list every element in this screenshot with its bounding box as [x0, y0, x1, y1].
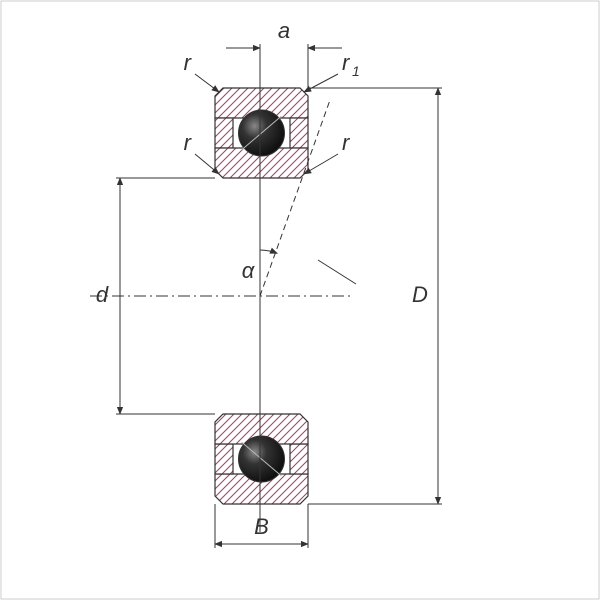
label-r: r — [342, 130, 351, 155]
label-a: a — [278, 18, 290, 43]
alpha-arc — [260, 250, 277, 253]
label-alpha: α — [242, 258, 256, 283]
bearing-diagram: αaBdDrrr1r — [0, 0, 600, 600]
svg-text:1: 1 — [352, 63, 360, 79]
label-r: r — [184, 130, 193, 155]
label-B: B — [254, 514, 269, 539]
label-r1: r — [342, 50, 351, 75]
label-r: r — [184, 50, 193, 75]
label-D: D — [412, 282, 428, 307]
label-d: d — [96, 282, 109, 307]
